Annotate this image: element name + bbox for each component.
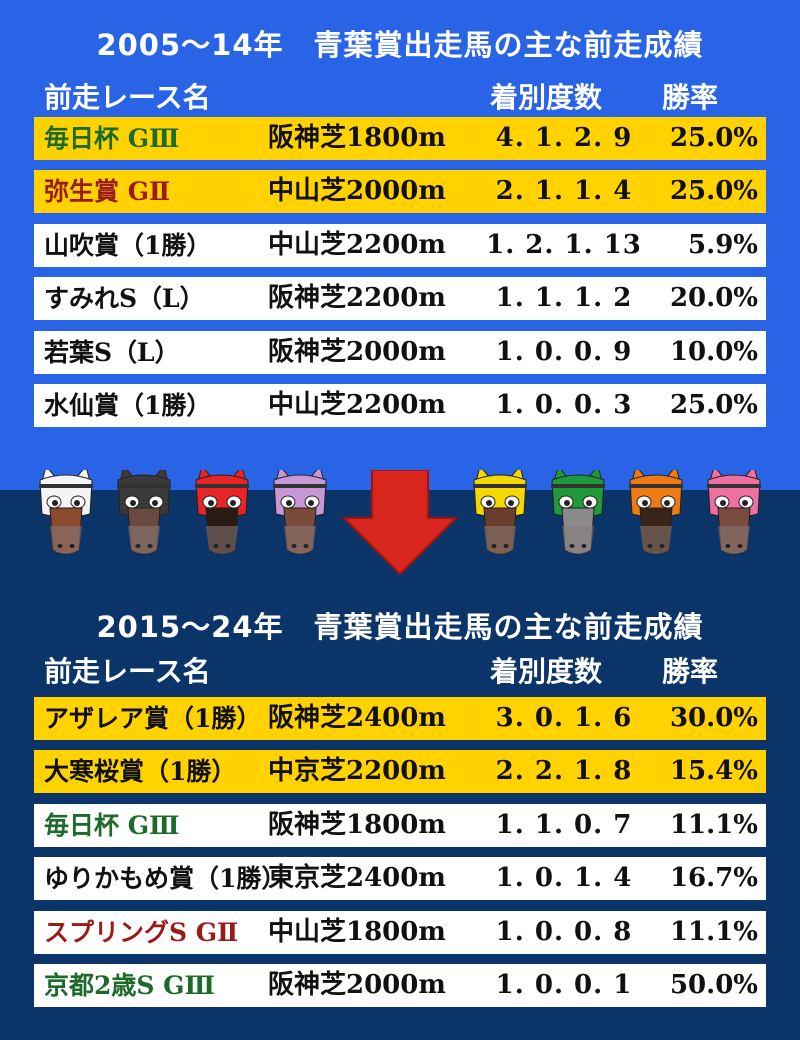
table-row: 弥生賞 GⅡ 中山芝2000m 2. 1. 1. 4 25.0% xyxy=(34,170,766,214)
race-name: すみれS（L） xyxy=(44,284,205,314)
win-rate: 25.0% xyxy=(669,390,758,420)
record: 1. 0. 0. 9 xyxy=(495,336,633,367)
win-rate: 25.0% xyxy=(669,123,758,153)
race-name: 毎日杯 GⅢ xyxy=(44,810,180,840)
table-row: 若葉S（L） 阪神芝2000m 1. 0. 0. 9 10.0% xyxy=(34,330,766,374)
table-row: 京都2歳S GⅢ 阪神芝2000m 1. 0. 0. 1 50.0% xyxy=(34,964,766,1007)
course: 中山芝1800m xyxy=(268,916,446,947)
white-horse-icon xyxy=(39,470,93,555)
win-rate: 11.1% xyxy=(669,809,758,840)
race-name: 京都2歳S GⅢ xyxy=(44,971,215,1000)
section2-header-rate: 勝率 xyxy=(662,655,719,688)
pink-horse-icon xyxy=(707,470,761,555)
table-row: 水仙賞（1勝） 中山芝2200m 1. 0. 0. 3 25.0% xyxy=(34,384,766,427)
record: 2. 2. 1. 8 xyxy=(495,756,633,787)
green-horse-icon xyxy=(551,470,605,555)
course: 阪神芝2000m xyxy=(268,336,446,367)
table-row: ゆりかもめ賞（1勝） 東京芝2400m 1. 0. 1. 4 16.7% xyxy=(34,857,766,901)
race-name: 毎日杯 GⅢ xyxy=(44,124,180,153)
race-name: 大寒桜賞（1勝） xyxy=(44,757,237,787)
course: 東京芝2400m xyxy=(268,863,446,894)
win-rate: 20.0% xyxy=(669,283,758,314)
table-row: アザレア賞（1勝） 阪神芝2400m 3. 0. 1. 6 30.0% xyxy=(34,697,766,740)
section2-title: 2015～24年 青葉賞出走馬の主な前走成績 xyxy=(96,610,704,644)
yellow-horse-icon xyxy=(473,470,527,555)
record: 1. 0. 0. 3 xyxy=(495,390,633,420)
win-rate: 25.0% xyxy=(669,176,758,207)
race-name: ゆりかもめ賞（1勝） xyxy=(44,864,287,894)
win-rate: 5.9% xyxy=(688,229,758,260)
record: 1. 0. 0. 1 xyxy=(495,970,633,1000)
table-row: 大寒桜賞（1勝） 中京芝2200m 2. 2. 1. 8 15.4% xyxy=(34,750,766,794)
black-horse-icon xyxy=(117,470,171,555)
course: 中京芝2200m xyxy=(268,756,446,787)
race-name: スプリングS GⅡ xyxy=(44,917,239,947)
course: 中山芝2000m xyxy=(268,176,446,207)
violet-horse-icon xyxy=(273,470,327,555)
section1-title: 2005～14年 青葉賞出走馬の主な前走成績 xyxy=(96,28,704,62)
race-name: 弥生賞 GⅡ xyxy=(44,177,171,207)
course: 阪神芝1800m xyxy=(268,123,446,153)
win-rate: 11.1% xyxy=(669,916,758,947)
record: 3. 0. 1. 6 xyxy=(495,703,633,733)
win-rate: 15.4% xyxy=(669,756,758,787)
record: 1. 0. 1. 4 xyxy=(495,863,633,894)
record: 1. 1. 0. 7 xyxy=(495,809,633,840)
win-rate: 30.0% xyxy=(669,703,758,733)
race-name: 若葉S（L） xyxy=(44,337,180,367)
record: 1. 0. 0. 8 xyxy=(495,916,633,947)
section1-header-race: 前走レース名 xyxy=(44,81,211,114)
course: 阪神芝2000m xyxy=(268,970,446,1000)
record: 1. 2. 1. 13 xyxy=(486,229,642,260)
section2-header-race: 前走レース名 xyxy=(44,655,211,688)
record: 1. 1. 1. 2 xyxy=(495,283,633,314)
table-row: 山吹賞（1勝） 中山芝2200m 1. 2. 1. 13 5.9% xyxy=(34,223,766,267)
course: 中山芝2200m xyxy=(268,390,446,420)
course: 阪神芝2200m xyxy=(268,283,446,314)
win-rate: 10.0% xyxy=(669,336,758,367)
win-rate: 16.7% xyxy=(669,863,758,894)
win-rate: 50.0% xyxy=(669,970,758,1000)
race-name: 水仙賞（1勝） xyxy=(44,391,212,420)
course: 阪神芝1800m xyxy=(268,809,446,840)
horse-row xyxy=(39,470,761,576)
race-name: アザレア賞（1勝） xyxy=(44,704,262,733)
course: 中山芝2200m xyxy=(268,229,446,260)
table-row: 毎日杯 GⅢ 阪神芝1800m 1. 1. 0. 7 11.1% xyxy=(34,803,766,847)
section2-header-record: 着別度数 xyxy=(490,655,603,688)
table-row: すみれS（L） 阪神芝2200m 1. 1. 1. 2 20.0% xyxy=(34,277,766,321)
down-arrow-icon xyxy=(341,470,459,576)
record: 2. 1. 1. 4 xyxy=(495,176,633,207)
section1-header-rate: 勝率 xyxy=(662,81,719,114)
table-row: スプリングS GⅡ 中山芝1800m 1. 0. 0. 8 11.1% xyxy=(34,910,766,954)
red-horse-icon xyxy=(195,470,249,555)
race-name: 山吹賞（1勝） xyxy=(44,230,212,260)
section1-header-record: 着別度数 xyxy=(490,81,603,114)
course: 阪神芝2400m xyxy=(268,703,446,733)
table-row: 毎日杯 GⅢ 阪神芝1800m 4. 1. 2. 9 25.0% xyxy=(34,117,766,160)
record: 4. 1. 2. 9 xyxy=(495,123,633,153)
orange-horse-icon xyxy=(629,470,683,555)
